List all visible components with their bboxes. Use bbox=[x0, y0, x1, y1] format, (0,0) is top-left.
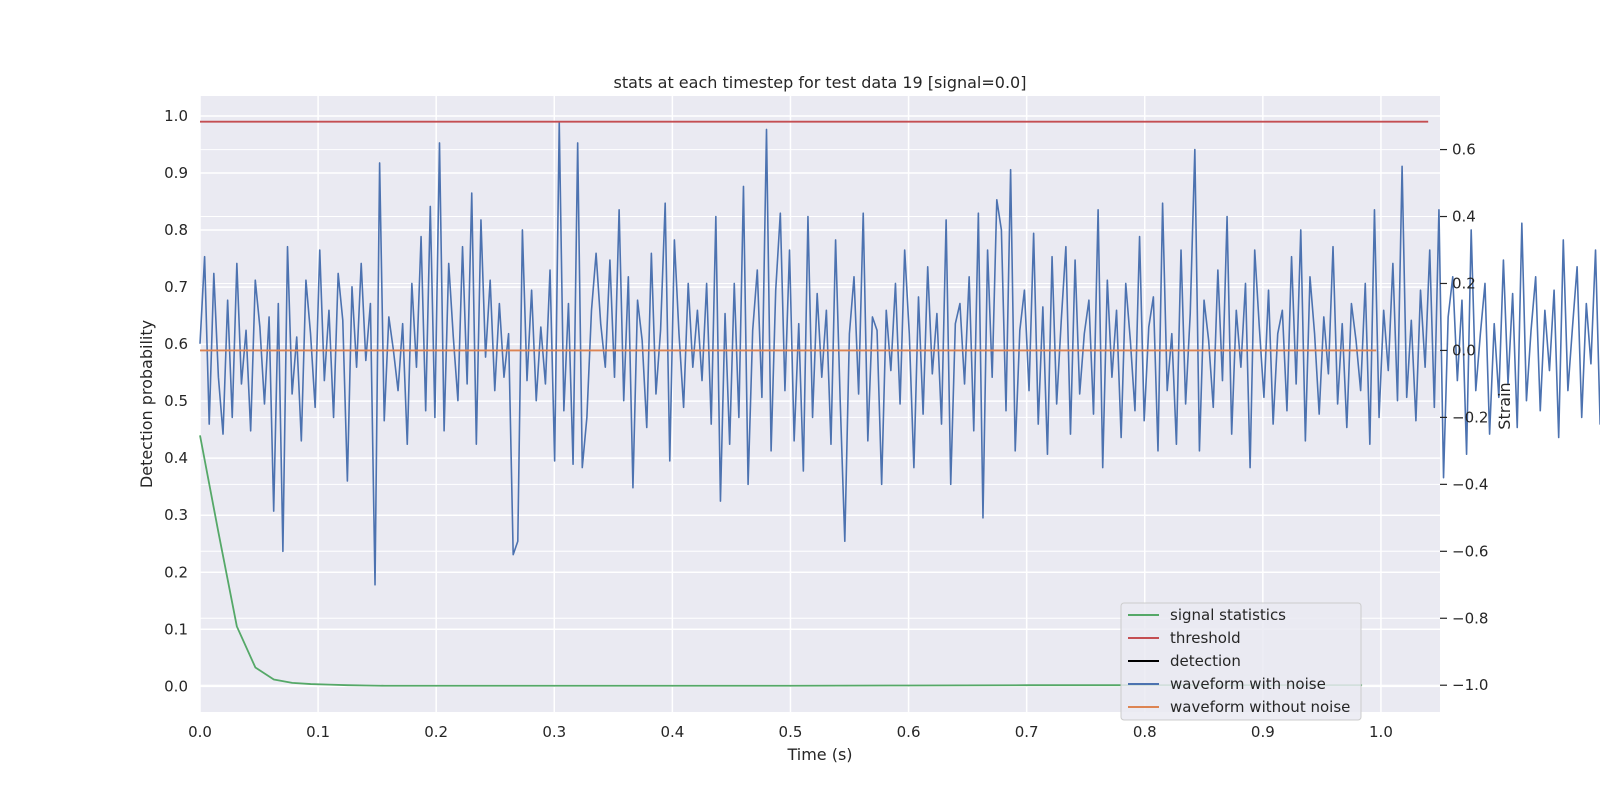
x-tick-label: 0.8 bbox=[1133, 723, 1157, 741]
series-line-waveform-with-noise bbox=[199, 121, 1600, 586]
chart-title: stats at each timestep for test data 19 … bbox=[614, 73, 1027, 92]
y-tick-label: 0.5 bbox=[164, 392, 188, 410]
y2-tick-label: 0.0 bbox=[1452, 341, 1476, 359]
y2-axis-label: Strain bbox=[1495, 382, 1514, 429]
y-tick-label: 0.8 bbox=[164, 221, 188, 239]
y-tick-label: 0.3 bbox=[164, 506, 188, 524]
y2-tick-label: 0.2 bbox=[1452, 274, 1476, 292]
legend-label-signal-statistics: signal statistics bbox=[1170, 606, 1286, 624]
y-tick-label: 0.2 bbox=[164, 563, 188, 581]
y2-tick-label: 0.6 bbox=[1452, 141, 1476, 159]
x-tick-label: 0.3 bbox=[542, 723, 566, 741]
y2-tick-label: −0.6 bbox=[1452, 542, 1488, 560]
x-tick-label: 0.7 bbox=[1015, 723, 1039, 741]
y2-tick-label: −0.8 bbox=[1452, 609, 1488, 627]
legend-label-detection: detection bbox=[1170, 652, 1241, 670]
x-tick-label: 0.6 bbox=[897, 723, 921, 741]
x-gridlines bbox=[199, 96, 1382, 712]
y2-tick-label: 0.4 bbox=[1452, 208, 1476, 226]
x-tick-labels: 0.0 0.1 0.2 0.3 0.4 0.5 0.6 0.7 0.8 0.9 1.0 bbox=[188, 723, 1393, 741]
y-tick-label: 0.4 bbox=[164, 449, 188, 467]
y2-tick-label: −1.0 bbox=[1452, 676, 1488, 694]
legend-label-waveform-with-noise: waveform with noise bbox=[1170, 675, 1326, 693]
x-axis-label: Time (s) bbox=[786, 745, 852, 764]
y2-tick-labels: −1.0 −0.8 −0.6 −0.4 −0.2 0.0 0.2 0.4 0.6 bbox=[1440, 141, 1488, 694]
legend-label-waveform-without-noise: waveform without noise bbox=[1170, 698, 1350, 716]
legend-label-threshold: threshold bbox=[1170, 629, 1241, 647]
x-tick-label: 0.5 bbox=[779, 723, 803, 741]
y2-tick-label: −0.4 bbox=[1452, 475, 1488, 493]
y-tick-label: 0.6 bbox=[164, 335, 188, 353]
y-tick-labels: 0.0 0.1 0.2 0.3 0.4 0.5 0.6 0.7 0.8 0.9 1.0 bbox=[164, 107, 188, 695]
y-tick-label: 1.0 bbox=[164, 107, 188, 125]
y2-tick-label: −0.2 bbox=[1452, 408, 1488, 426]
legend-box bbox=[1120, 602, 1362, 721]
series-line-signal-statistics bbox=[199, 435, 1363, 687]
x-tick-label: 0.4 bbox=[660, 723, 684, 741]
x-tick-label: 1.0 bbox=[1369, 723, 1393, 741]
series-layer bbox=[199, 120, 1600, 687]
y-tick-label: 0.7 bbox=[164, 278, 188, 296]
y-tick-label: 0.1 bbox=[164, 620, 188, 638]
legend: signal statistics threshold detection wa… bbox=[1120, 602, 1362, 721]
x-tick-label: 0.2 bbox=[424, 723, 448, 741]
y-tick-label: 0.0 bbox=[164, 677, 188, 695]
x-tick-label: 0.0 bbox=[188, 723, 212, 741]
y-tick-label: 0.9 bbox=[164, 164, 188, 182]
x-tick-label: 0.9 bbox=[1251, 723, 1275, 741]
y-axis-label: Detection probability bbox=[137, 320, 156, 488]
x-tick-label: 0.1 bbox=[306, 723, 330, 741]
